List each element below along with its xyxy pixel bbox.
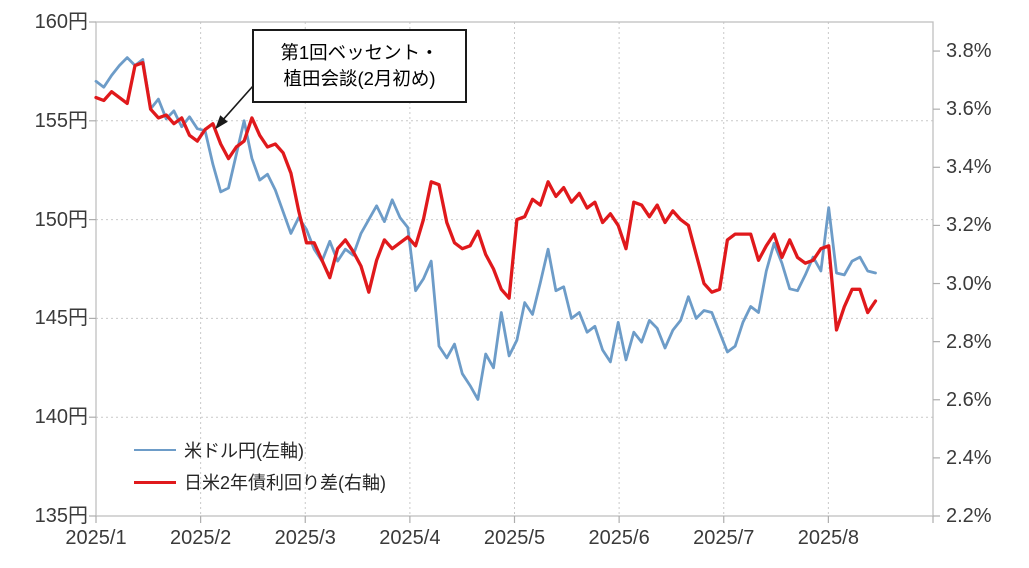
x-axis-tick-label: 2025/2: [170, 527, 232, 549]
legend-label-yield-spread: 日米2年債利回り差(右軸): [184, 473, 386, 493]
right-axis-tick-label: 3.4%: [946, 156, 992, 179]
axis-ticks: [89, 21, 940, 523]
annotation-arrow: [215, 85, 254, 130]
right-axis-tick-label: 2.8%: [946, 330, 992, 353]
usdjpy-line: [94, 56, 877, 401]
right-axis-tick-label: 2.2%: [946, 505, 992, 527]
x-axis-tick-label: 2025/1: [65, 527, 127, 549]
legend-item-usdjpy: 米ドル円(左軸): [134, 434, 386, 466]
gridlines: [96, 22, 933, 516]
legend: 米ドル円(左軸) 日米2年債利回り差(右軸): [134, 434, 386, 498]
right-axis-tick-label: 3.8%: [946, 40, 992, 63]
left-axis-tick-label: 150円: [34, 208, 88, 231]
left-axis-tick-label: 155円: [34, 109, 88, 132]
right-axis-tick-label: 3.0%: [946, 272, 992, 295]
x-axis-tick-label: 2025/4: [379, 527, 441, 549]
x-axis-tick-label: 2025/7: [693, 527, 755, 549]
right-axis-tick-label: 2.6%: [946, 388, 992, 411]
annotation-line-1: 第1回ベッセント・: [280, 42, 439, 63]
legend-swatch-yield-spread: [134, 480, 176, 484]
left-axis-tick-label: 145円: [34, 307, 88, 330]
right-axis-tick-label: 3.2%: [946, 214, 992, 237]
x-axis-tick-label: 2025/3: [274, 527, 336, 549]
annotation-box: 第1回ベッセント・ 植田会談(2月初め): [252, 29, 467, 103]
annotation-line-2: 植田会談(2月初め): [283, 68, 436, 89]
x-axis-tick-label: 2025/6: [588, 527, 650, 549]
left-axis-tick-label: 135円: [34, 505, 88, 527]
legend-item-yield-spread: 日米2年債利回り差(右軸): [134, 466, 386, 498]
legend-swatch-usdjpy: [134, 449, 176, 451]
yield-spread-line: [94, 61, 878, 332]
legend-label-usdjpy: 米ドル円(左軸): [184, 441, 304, 461]
x-axis-tick-label: 2025/5: [483, 527, 546, 549]
left-axis-tick-label: 160円: [34, 11, 88, 33]
left-axis-tick-label: 140円: [34, 406, 88, 429]
x-axis-tick-label: 2025/8: [797, 527, 859, 549]
right-axis-tick-label: 3.6%: [946, 98, 992, 121]
right-axis-tick-label: 2.4%: [946, 446, 992, 469]
